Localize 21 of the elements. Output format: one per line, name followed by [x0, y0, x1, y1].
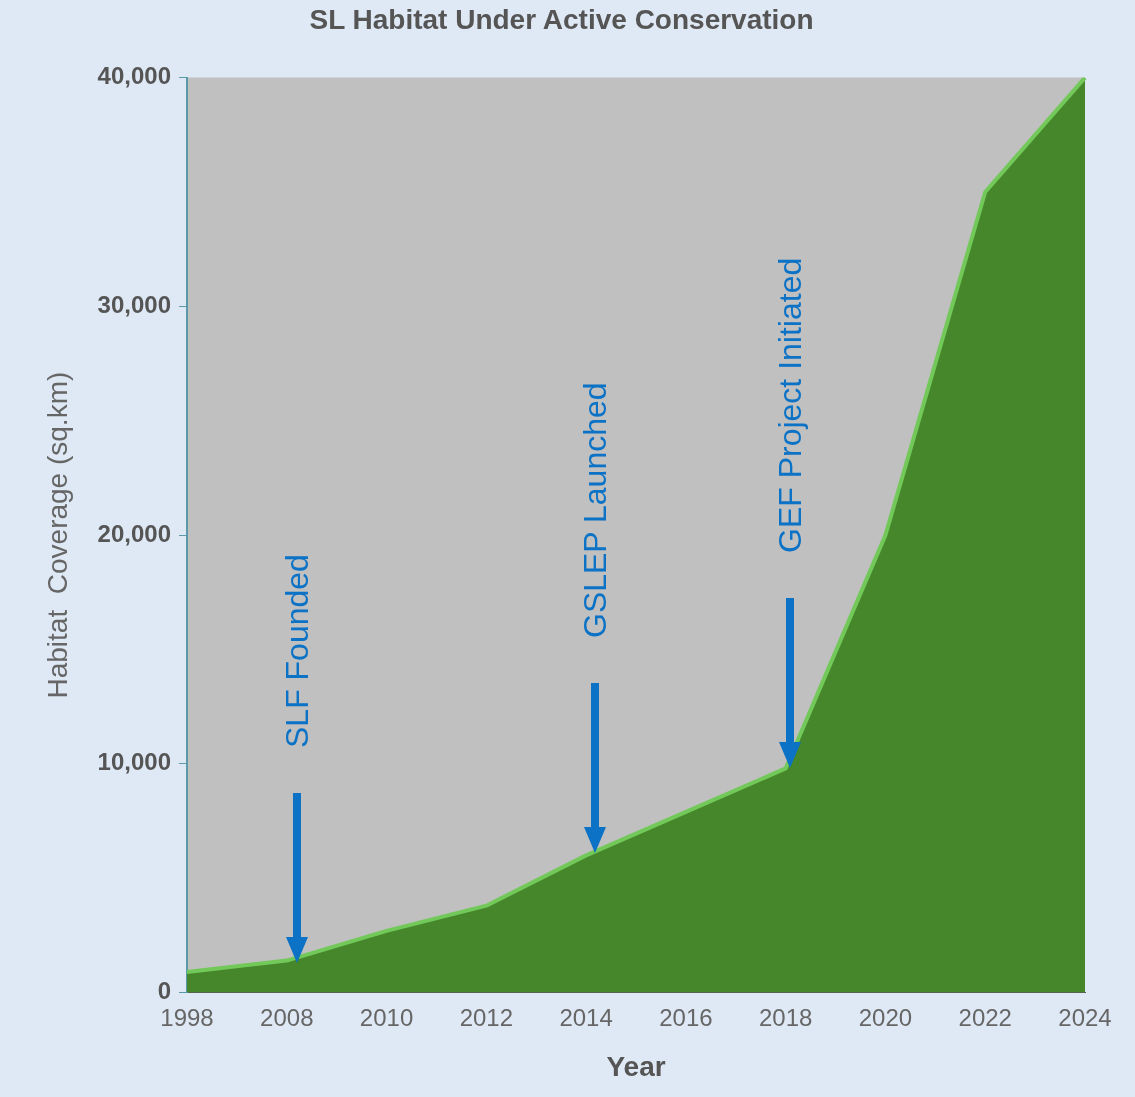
y-axis-title: Habitat Coverage (sq.km): [41, 371, 73, 699]
x-tick-label: 2020: [858, 1003, 913, 1031]
x-tick-label: 2018: [758, 1003, 813, 1031]
x-tick-label: 2010: [359, 1003, 414, 1031]
x-tick-label: 2014: [559, 1003, 613, 1031]
y-tick-label: 40,000: [97, 62, 172, 90]
y-tick-label: 20,000: [97, 519, 172, 547]
x-tick-label: 1998: [160, 1003, 214, 1031]
annotation: GSLEP Launched: [576, 381, 613, 638]
x-tick-label: 2016: [659, 1003, 713, 1031]
x-tick-label: 2008: [260, 1003, 314, 1031]
x-axis-title: Year: [606, 1050, 666, 1082]
y-tick-label: 30,000: [97, 290, 172, 318]
x-tick-label: 2024: [1058, 1003, 1112, 1031]
annotation: SLF Founded: [278, 554, 315, 749]
y-tick-label: 0: [157, 977, 172, 1005]
y-tick-label: 10,000: [97, 748, 172, 776]
x-tick-label: 2012: [459, 1003, 514, 1031]
annotation: GEF Project Initiated: [772, 258, 809, 554]
x-tick-label: 2022: [958, 1003, 1012, 1031]
chart-title: SL Habitat Under Active Conservation: [309, 3, 814, 35]
